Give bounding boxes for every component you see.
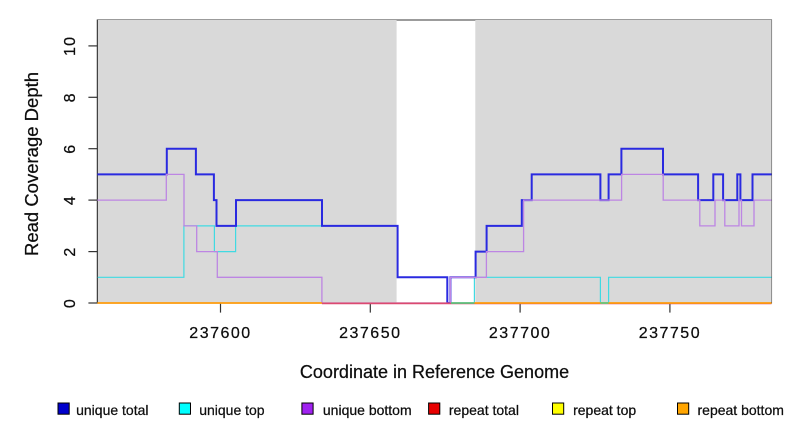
svg-text:Coordinate in Reference Genome: Coordinate in Reference Genome [300,362,569,382]
svg-text:237650: 237650 [339,325,401,342]
svg-text:237700: 237700 [489,325,551,342]
svg-text:10: 10 [62,36,79,56]
svg-text:unique total: unique total [76,402,148,418]
svg-text:237750: 237750 [639,325,701,342]
svg-text:2: 2 [62,247,79,257]
svg-text:4: 4 [62,195,79,205]
svg-text:repeat bottom: repeat bottom [698,402,784,418]
svg-text:0: 0 [62,298,79,308]
svg-text:unique bottom: unique bottom [323,402,412,418]
svg-text:repeat total: repeat total [449,402,519,418]
svg-text:Read Coverage Depth: Read Coverage Depth [21,72,42,256]
svg-text:6: 6 [62,144,79,154]
svg-text:repeat top: repeat top [573,402,636,418]
svg-text:8: 8 [62,92,79,102]
svg-text:unique top: unique top [199,402,265,418]
svg-text:237600: 237600 [189,325,251,342]
